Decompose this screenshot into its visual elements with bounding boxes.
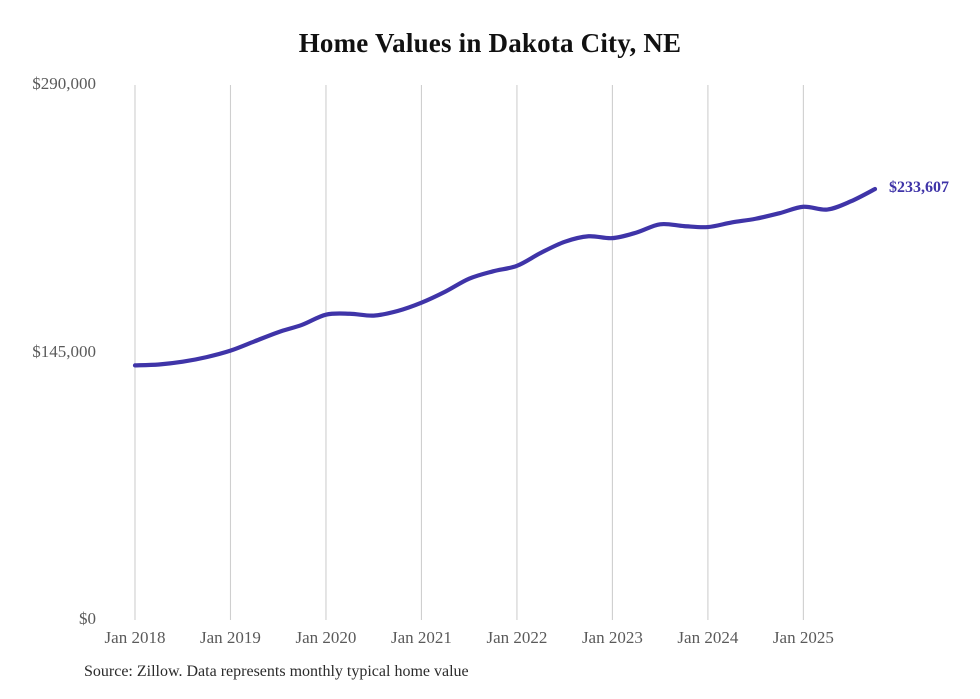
x-axis-tick-label: Jan 2022 <box>486 628 548 647</box>
x-axis-tick-label: Jan 2023 <box>581 628 643 647</box>
x-axis-tick-label: Jan 2018 <box>104 628 166 647</box>
x-gridlines <box>134 85 804 620</box>
y-axis-tick: $290,000 <box>0 74 96 94</box>
x-axis-tick-label: Jan 2024 <box>677 628 739 647</box>
x-axis-tick-label: Jan 2025 <box>772 628 834 647</box>
y-axis-tick-label: $0 <box>79 609 96 628</box>
x-axis-tick-label: Jan 2019 <box>200 628 261 647</box>
x-axis-tick-label: Jan 2020 <box>295 628 357 647</box>
series-end-value-label: $233,607 <box>889 179 949 197</box>
chart-title: Home Values in Dakota City, NE <box>298 28 682 58</box>
x-axis-tick-label: Jan 2021 <box>390 628 452 647</box>
value-line-series <box>132 186 878 368</box>
y-axis-tick-label: $145,000 <box>32 341 96 361</box>
source-note: Source: Zillow. Data represents monthly … <box>84 663 469 680</box>
y-axis-tick-label: $290,000 <box>32 74 96 93</box>
y-axis-tick: $0 <box>0 609 96 629</box>
y-axis-tick: $145,000 <box>0 342 96 362</box>
